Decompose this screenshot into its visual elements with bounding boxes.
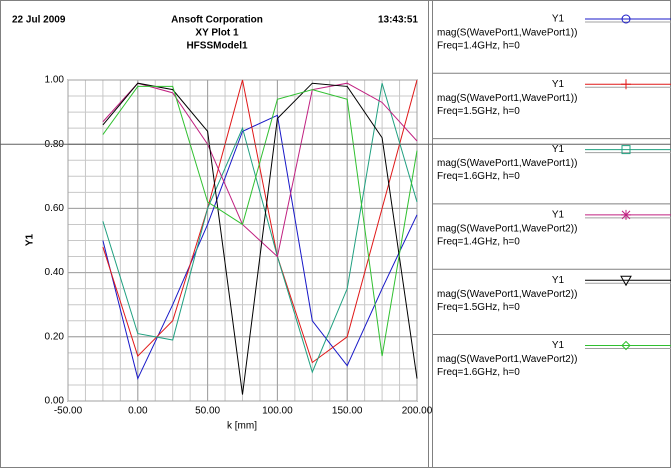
x-tick-label: 50.00 bbox=[195, 406, 220, 417]
legend-title: Y1 bbox=[552, 275, 565, 286]
x-tick-label: 100.00 bbox=[262, 406, 293, 417]
date: 22 Jul 2009 bbox=[12, 15, 66, 26]
y-tick-label: 0.40 bbox=[45, 267, 65, 278]
y-tick-label: 0.20 bbox=[45, 331, 65, 342]
x-tick-label: 150.00 bbox=[332, 406, 363, 417]
x-tick-label: -50.00 bbox=[54, 406, 83, 417]
legend-title: Y1 bbox=[552, 210, 565, 221]
legend-title: Y1 bbox=[552, 144, 565, 155]
legend-note: Freq=1.6GHz, h=0 bbox=[437, 367, 520, 378]
x-tick-label: 200.00 bbox=[402, 406, 433, 417]
y-axis-label: Y1 bbox=[25, 233, 36, 246]
legend-marker bbox=[621, 79, 631, 90]
x-tick-label: 0.00 bbox=[128, 406, 148, 417]
time: 13:43:51 bbox=[378, 15, 418, 26]
legend-label: mag(S(WavePort1,WavePort1)) bbox=[437, 93, 577, 104]
legend-note: Freq=1.5GHz, h=0 bbox=[437, 302, 520, 313]
data-line bbox=[102, 85, 418, 357]
legend-marker bbox=[621, 145, 631, 155]
legend-label: mag(S(WavePort1,WavePort2)) bbox=[437, 289, 577, 300]
legend-note: Freq=1.4GHz, h=0 bbox=[437, 237, 520, 248]
data-line bbox=[102, 79, 418, 364]
legend-marker bbox=[621, 209, 631, 220]
legend-label: mag(S(WavePort1,WavePort1)) bbox=[437, 28, 577, 39]
y-tick-label: 0.00 bbox=[45, 396, 65, 407]
chart-subtitle: XY Plot 1 bbox=[195, 28, 239, 39]
data-line bbox=[102, 83, 418, 374]
legend-title: Y1 bbox=[552, 79, 565, 90]
legend-label: mag(S(WavePort1,WavePort2)) bbox=[437, 354, 577, 365]
legend-marker bbox=[620, 275, 632, 287]
x-axis-label: k [mm] bbox=[227, 421, 257, 432]
legend-label: mag(S(WavePort1,WavePort1)) bbox=[437, 158, 577, 169]
legend-marker bbox=[621, 14, 631, 24]
legend-note: Freq=1.5GHz, h=0 bbox=[437, 106, 520, 117]
y-tick-label: 1.00 bbox=[45, 75, 65, 86]
legend-note: Freq=1.4GHz, h=0 bbox=[437, 41, 520, 52]
data-line bbox=[102, 82, 418, 258]
legend-title: Y1 bbox=[552, 14, 565, 25]
y-tick-label: 0.60 bbox=[45, 203, 65, 214]
legend-label: mag(S(WavePort1,WavePort2)) bbox=[437, 224, 577, 235]
design-name: HFSSModel1 bbox=[186, 41, 248, 52]
chart-title: Ansoft Corporation bbox=[171, 15, 263, 26]
legend-title: Y1 bbox=[552, 340, 565, 351]
legend-note: Freq=1.6GHz, h=0 bbox=[437, 171, 520, 182]
data-line bbox=[102, 114, 418, 381]
legend-marker bbox=[621, 340, 631, 351]
